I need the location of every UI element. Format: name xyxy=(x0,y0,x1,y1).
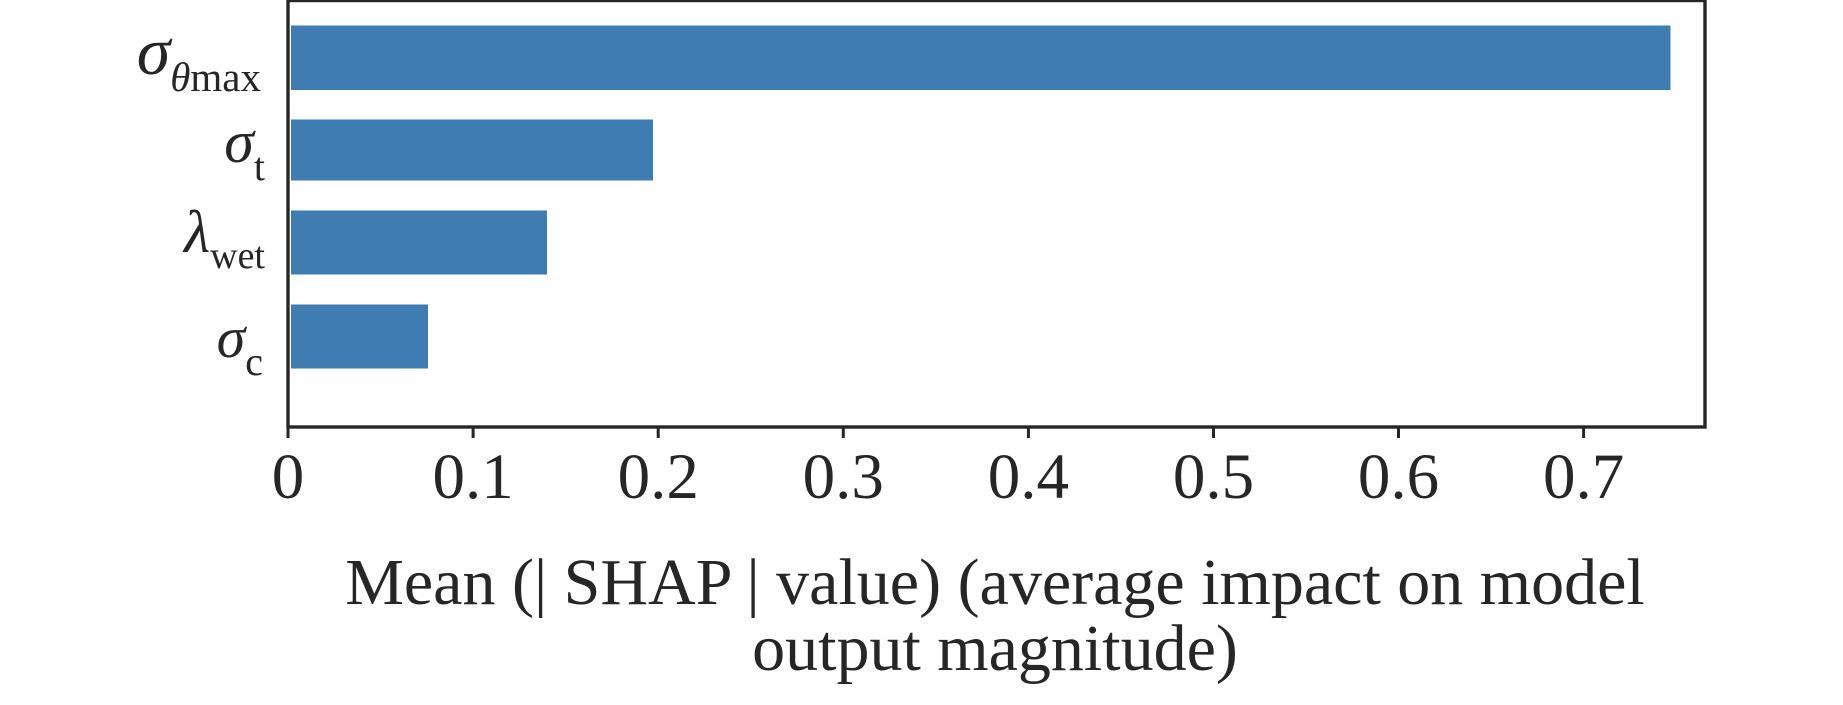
svg-text:0.3: 0.3 xyxy=(803,441,884,513)
svg-text:Mean (| SHAP | value) (average: Mean (| SHAP | value) (average impact on… xyxy=(345,546,1645,619)
svg-text:0.6: 0.6 xyxy=(1358,441,1439,513)
svg-text:λwet: λwet xyxy=(182,199,265,277)
svg-text:σθmax: σθmax xyxy=(137,13,261,100)
svg-text:0.2: 0.2 xyxy=(618,441,699,513)
svg-text:0.4: 0.4 xyxy=(988,441,1069,513)
svg-text:0.7: 0.7 xyxy=(1543,441,1624,513)
svg-text:σc: σc xyxy=(217,305,263,384)
svg-text:output magnitude): output magnitude) xyxy=(752,612,1238,685)
svg-text:σt: σt xyxy=(224,109,265,189)
svg-text:0.1: 0.1 xyxy=(432,441,513,513)
svg-text:0: 0 xyxy=(272,441,305,513)
svg-text:0.5: 0.5 xyxy=(1173,441,1254,513)
